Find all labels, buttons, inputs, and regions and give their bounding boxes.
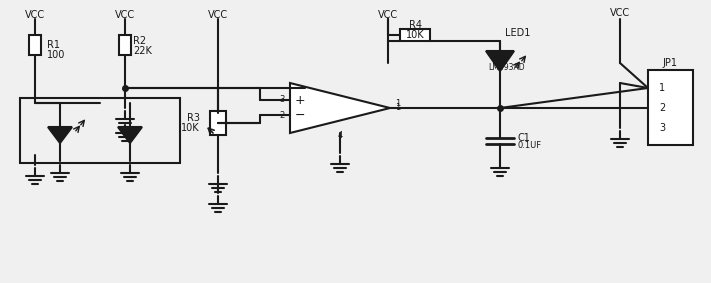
Polygon shape xyxy=(486,51,514,71)
Text: C1: C1 xyxy=(518,133,531,143)
Text: 10K: 10K xyxy=(406,30,424,40)
Bar xyxy=(29,35,41,55)
Text: R2: R2 xyxy=(133,36,146,46)
Polygon shape xyxy=(290,83,390,133)
Text: −: − xyxy=(295,108,305,121)
Text: VCC: VCC xyxy=(610,8,630,18)
Text: 2: 2 xyxy=(279,110,285,119)
Text: 22K: 22K xyxy=(133,46,152,56)
Text: U1A: U1A xyxy=(490,53,507,63)
Text: JP1: JP1 xyxy=(663,58,678,68)
Text: 3: 3 xyxy=(659,123,665,133)
Text: VCC: VCC xyxy=(25,10,45,20)
Text: VCC: VCC xyxy=(378,10,398,20)
Text: R3: R3 xyxy=(187,113,200,123)
Bar xyxy=(20,98,180,163)
Text: 2: 2 xyxy=(659,103,665,113)
Text: LED1: LED1 xyxy=(505,28,530,38)
Text: LM393AD: LM393AD xyxy=(488,63,525,72)
Text: 4: 4 xyxy=(338,130,343,140)
Bar xyxy=(119,35,131,55)
Text: 1: 1 xyxy=(395,98,400,108)
Text: +: + xyxy=(294,93,305,106)
Text: VCC: VCC xyxy=(115,10,135,20)
Text: R4: R4 xyxy=(409,20,422,30)
Text: R1: R1 xyxy=(47,40,60,50)
Polygon shape xyxy=(48,127,72,143)
Bar xyxy=(400,29,430,41)
Text: 1: 1 xyxy=(659,83,665,93)
Text: 1: 1 xyxy=(395,104,400,113)
Text: 0.1UF: 0.1UF xyxy=(518,142,542,151)
Bar xyxy=(648,70,693,145)
Text: VCC: VCC xyxy=(208,10,228,20)
Text: 3: 3 xyxy=(279,95,285,104)
Text: 100: 100 xyxy=(47,50,65,60)
Polygon shape xyxy=(118,127,142,143)
Text: 10K: 10K xyxy=(181,123,200,133)
Bar xyxy=(210,111,226,135)
